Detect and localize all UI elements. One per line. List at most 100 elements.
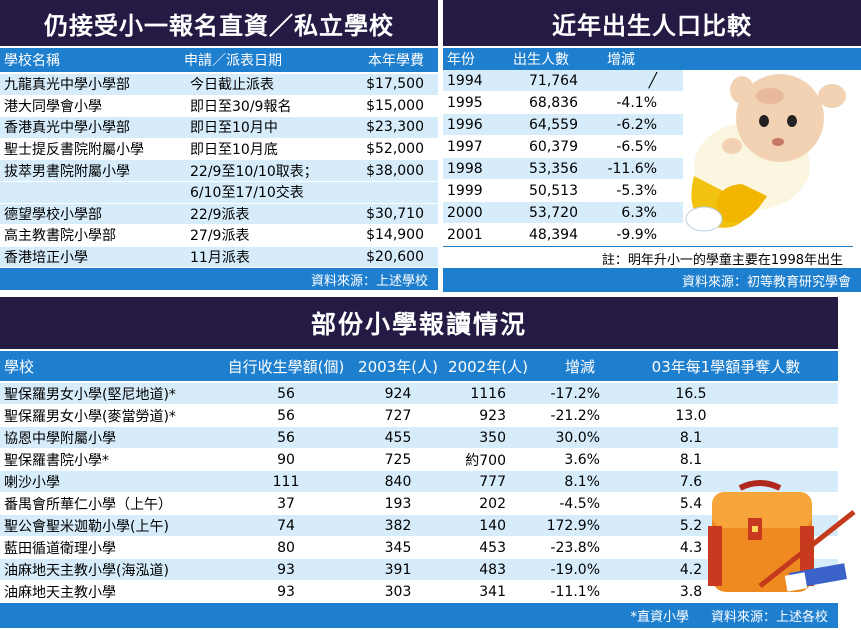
tuition-fee: $17,500 — [366, 76, 424, 93]
births: 60,379 — [529, 138, 578, 155]
pencil-illustration — [758, 510, 856, 588]
tuition-fee: $15,000 — [366, 97, 424, 114]
tuition-fee: $52,000 — [366, 141, 424, 158]
bottom-table-row: 聖保羅書院小學* 90 725 約700 3.6% 8.1 — [0, 449, 838, 470]
bottom-header-change: 增減 — [564, 357, 595, 376]
bottom-table-row: 聖公會聖米迦勒小學(上午) 74 382 140 172.9% 5.2 — [0, 515, 838, 536]
quota: 111 — [272, 473, 300, 490]
left-title: 仍接受小一報名直資／私立學校 — [0, 0, 438, 46]
left-table-header: 學校名稱 申請／派表日期 本年學費 — [0, 48, 438, 72]
left-table-row: 港大同學會小學 即日至30/9報名 $15,000 — [0, 95, 438, 117]
bottom-header-school: 學校 — [4, 357, 35, 376]
right-note-text: 註：明年升小一的學童主要在1998年出生 — [601, 252, 843, 268]
tuition-fee: $14,900 — [366, 227, 424, 244]
bottom-table-row: 油麻地天主教小學 93 303 341 -11.1% 3.8 — [0, 581, 838, 602]
left-table-row: 香港培正小學 11月派表 $20,600 — [0, 246, 438, 268]
bottom-footnote: *直資小學 — [630, 610, 689, 625]
school-name: 油麻地天主教小學(海泓道) — [4, 562, 169, 579]
change: -4.1% — [616, 94, 657, 111]
competition-ratio: 4.3 — [679, 539, 703, 556]
application-date: 即日至30/9報名 — [190, 98, 292, 115]
quota: 93 — [277, 583, 295, 600]
application-date: 今日截止派表 — [190, 77, 274, 94]
births: 48,394 — [529, 226, 578, 243]
applicants-2003: 345 — [384, 539, 412, 556]
bottom-table-row: 番禺會所華仁小學（上午） 37 193 202 -4.5% 5.4 — [0, 493, 838, 514]
change: 3.6% — [564, 451, 600, 468]
right-table-row: 2001 48,394 -9.9% — [443, 224, 683, 245]
change: 172.9% — [546, 517, 600, 534]
right-title: 近年出生人口比較 — [443, 0, 861, 46]
school-name: 番禺會所華仁小學（上午） — [4, 496, 172, 513]
tuition-fee: $23,300 — [366, 119, 424, 136]
right-table-header: 年份 出生人數 增減 — [443, 48, 861, 70]
quota: 56 — [277, 429, 295, 446]
bottom-source: 資料來源：上述各校 — [710, 610, 828, 625]
right-header-change: 增減 — [607, 52, 635, 68]
right-table-row: 1995 68,836 -4.1% — [443, 92, 683, 113]
school-name: 油麻地天主教小學 — [4, 584, 116, 601]
bottom-table-header: 學校 自行收生學額(個) 2003年(人) 2002年(人) 增減 03年每1學… — [0, 351, 838, 381]
year: 1994 — [447, 72, 483, 89]
left-header-school: 學校名稱 — [4, 53, 60, 69]
competition-ratio: 4.2 — [679, 561, 703, 578]
left-table-row: 九龍真光中學小學部 今日截止派表 $17,500 — [0, 74, 438, 95]
application-date: 即日至10月中 — [190, 120, 278, 137]
applicants-2003: 193 — [384, 495, 412, 512]
year: 1997 — [447, 138, 483, 155]
competition-ratio: 7.6 — [679, 473, 703, 490]
quota: 93 — [277, 561, 295, 578]
applicants-2002: 約700 — [465, 452, 506, 469]
left-source: 資料來源：上述學校 — [310, 273, 428, 289]
applicants-2002: 483 — [479, 561, 506, 578]
school-name: 喇沙小學 — [4, 474, 60, 491]
right-table-row: 1994 71,764 ╱ — [443, 70, 683, 91]
applicants-2002: 341 — [479, 583, 506, 600]
competition-ratio: 5.2 — [679, 517, 703, 534]
school-name: 聖士提反書院附屬小學 — [4, 142, 144, 159]
right-table-row: 2000 53,720 6.3% — [443, 202, 683, 223]
quota: 37 — [277, 495, 295, 512]
quota: 56 — [277, 385, 295, 402]
applicants-2002: 1116 — [470, 385, 506, 402]
competition-ratio: 13.0 — [675, 407, 707, 424]
year: 1995 — [447, 94, 483, 111]
bottom-title: 部份小學報讀情況 — [0, 297, 838, 349]
births: 53,720 — [529, 204, 578, 221]
school-name: 聖公會聖米迦勒小學(上午) — [4, 518, 169, 535]
change: -11.6% — [607, 160, 657, 177]
tuition-fee: $20,600 — [366, 249, 424, 266]
left-table-row: 拔萃男書院附屬小學 22/9至10/10取表； $38,000 — [0, 160, 438, 181]
left-table-row: 德望學校小學部 22/9派表 $30,710 — [0, 203, 438, 225]
left-table-row: 6/10至17/10交表 — [0, 182, 438, 203]
change: ╱ — [648, 72, 657, 89]
quota: 80 — [277, 539, 295, 556]
school-name: 聖保羅書院小學* — [4, 452, 109, 469]
change: -9.9% — [616, 226, 657, 243]
applicants-2002: 350 — [479, 429, 506, 446]
applicants-2002: 202 — [479, 495, 506, 512]
competition-ratio: 16.5 — [675, 385, 707, 402]
bottom-header-competition: 03年每1學額爭奪人數 — [651, 357, 801, 376]
competition-ratio: 8.1 — [679, 429, 703, 446]
quota: 90 — [277, 451, 295, 468]
bottom-table-row: 油麻地天主教小學(海泓道) 93 391 483 -19.0% 4.2 — [0, 559, 838, 580]
school-name: 拔萃男書院附屬小學 — [4, 163, 130, 180]
change: -5.3% — [616, 182, 657, 199]
school-bag-illustration — [708, 480, 856, 592]
quota: 56 — [277, 407, 295, 424]
right-table-row: 1997 60,379 -6.5% — [443, 136, 683, 157]
right-table-row: 1996 64,559 -6.2% — [443, 114, 683, 135]
applicants-2003: 391 — [384, 561, 412, 578]
left-table-row: 聖士提反書院附屬小學 即日至10月底 $52,000 — [0, 138, 438, 160]
left-table-row: 高主教書院小學部 27/9派表 $14,900 — [0, 225, 438, 246]
right-table-row: 1999 50,513 -5.3% — [443, 180, 683, 201]
bottom-table-row: 喇沙小學 111 840 777 8.1% 7.6 — [0, 471, 838, 492]
application-date: 即日至10月底 — [190, 142, 278, 159]
applicants-2003: 382 — [384, 517, 412, 534]
change: -6.5% — [616, 138, 657, 155]
school-name: 香港培正小學 — [4, 250, 88, 267]
year: 1996 — [447, 116, 483, 133]
application-date: 22/9至10/10取表； — [190, 163, 318, 180]
year: 2000 — [447, 204, 483, 221]
